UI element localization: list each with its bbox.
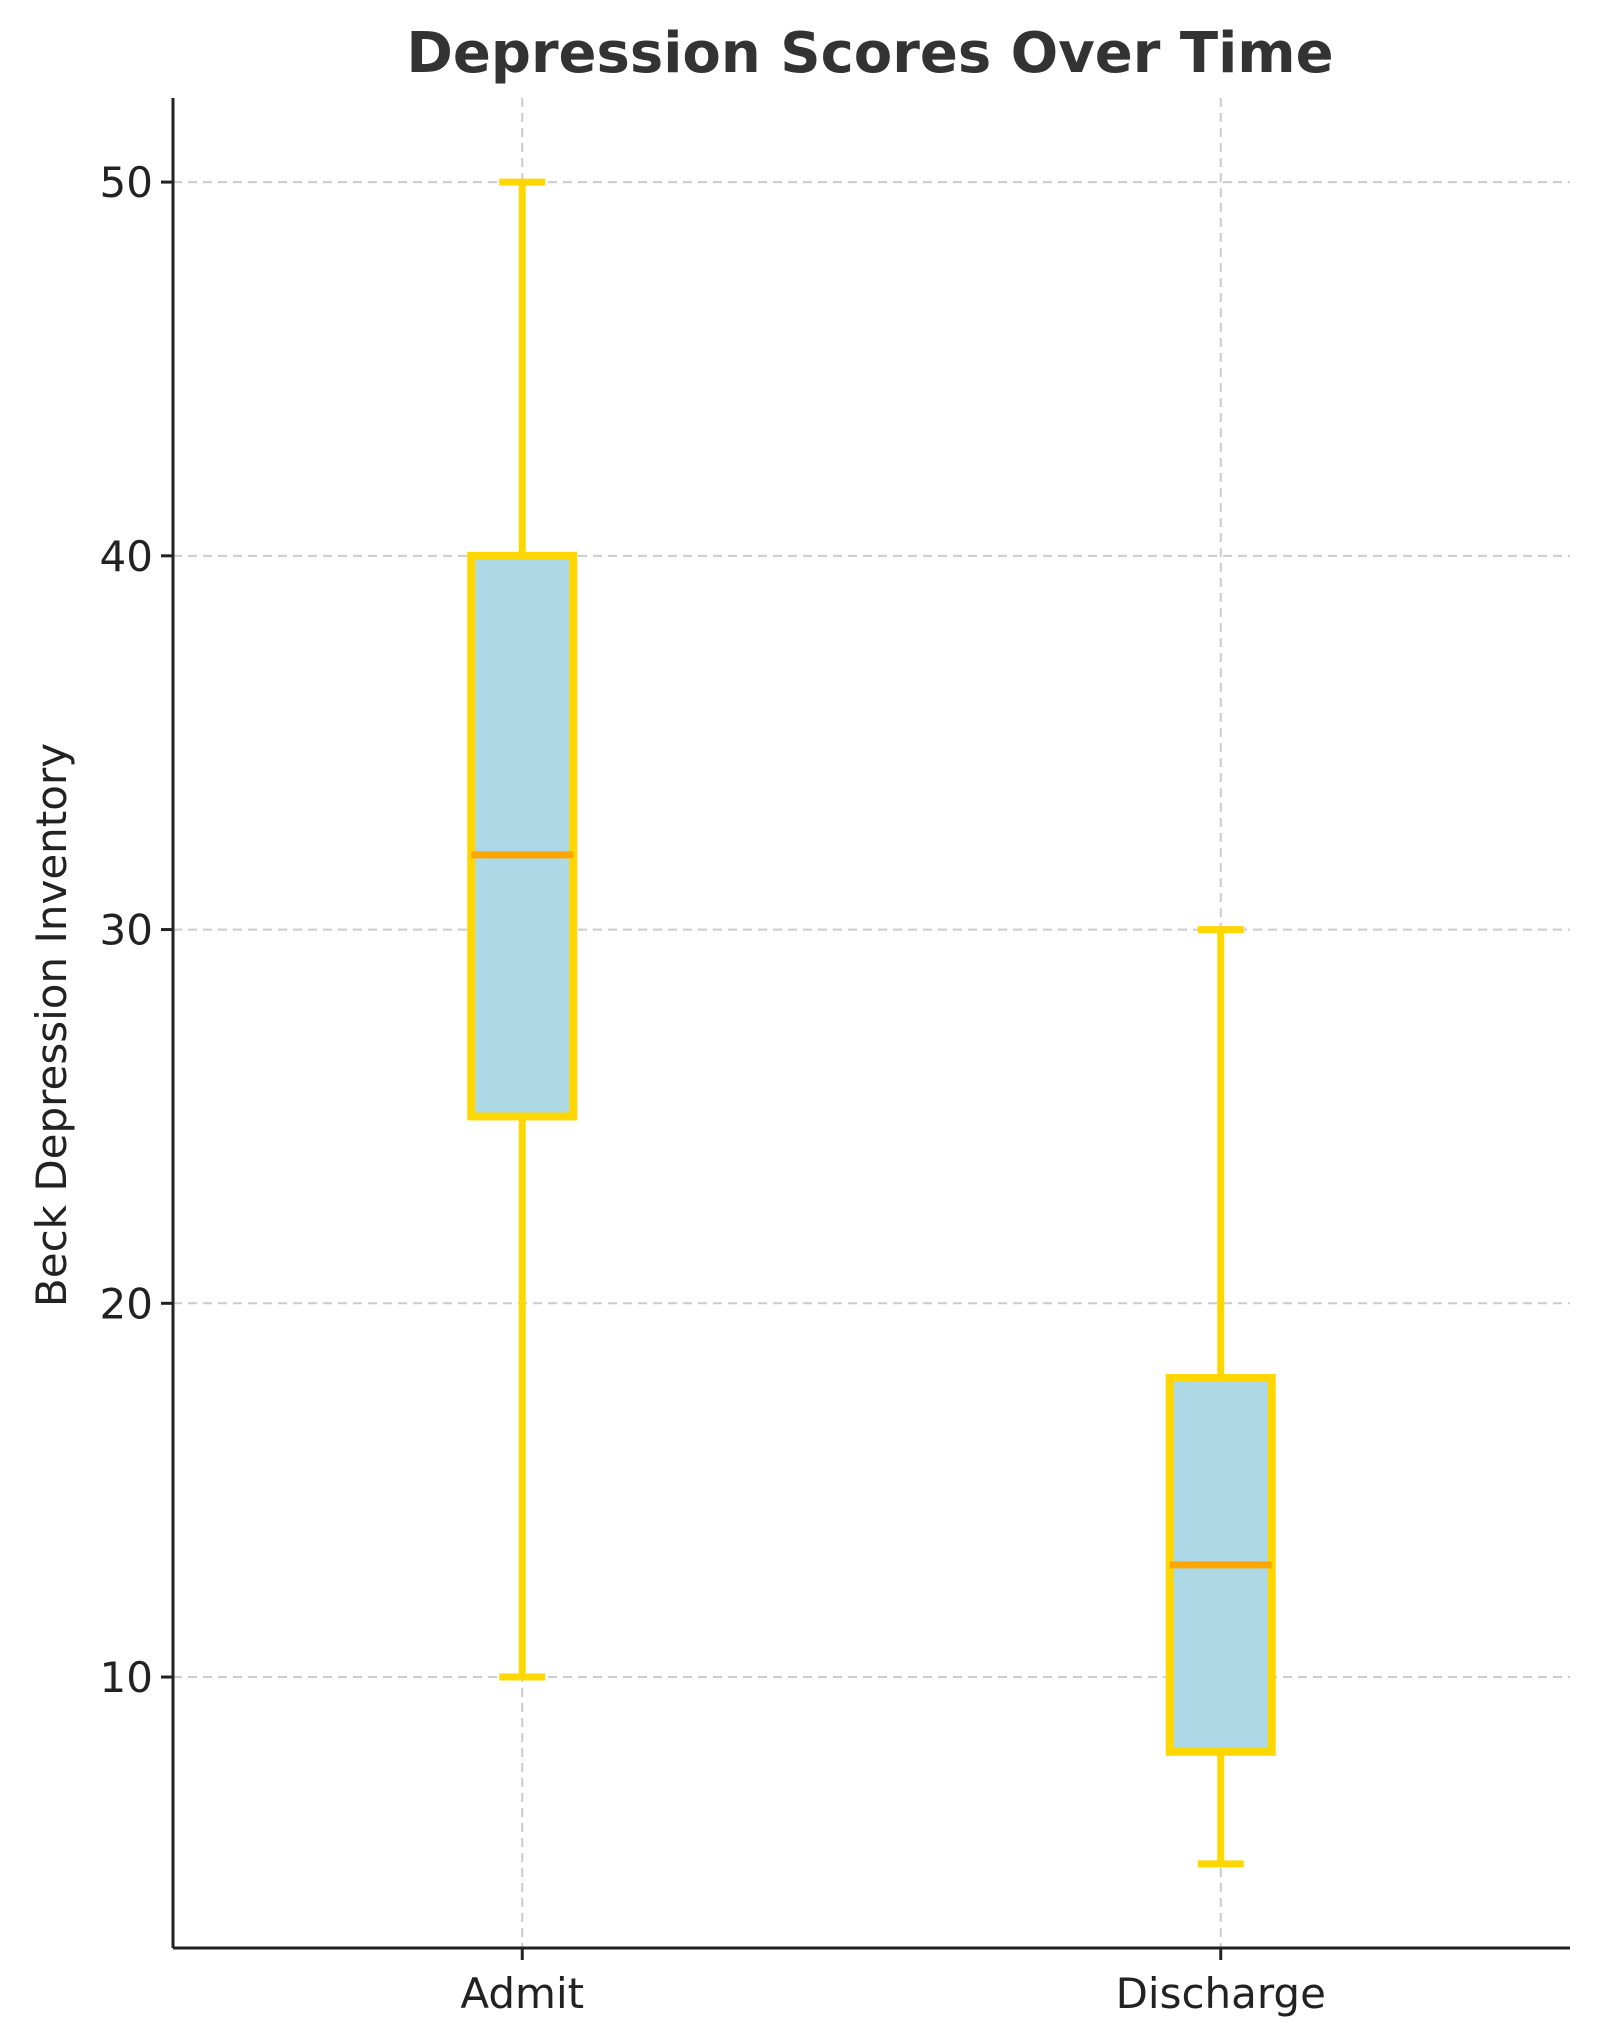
y-tick-label-10: 10 <box>100 1653 153 1702</box>
tick-labels: 10 20 30 40 50 Admit Discharge <box>100 158 1326 2018</box>
iqr-box-admit <box>467 551 578 1121</box>
grid <box>173 98 1570 1948</box>
y-tick-label-30: 30 <box>100 906 153 955</box>
y-axis-label: Beck Depression Inventory <box>27 743 76 1307</box>
x-tick-label-discharge: Discharge <box>1116 1969 1326 2018</box>
axes <box>171 98 1570 1950</box>
box-discharge <box>1165 926 1276 1868</box>
y-tick-label-20: 20 <box>100 1279 153 1328</box>
y-tick-label-40: 40 <box>100 532 153 581</box>
box-admit <box>467 178 578 1681</box>
x-tick-label-admit: Admit <box>460 1969 584 2018</box>
y-tick-label-50: 50 <box>100 158 153 207</box>
boxes <box>467 178 1276 1868</box>
chart-title: Depression Scores Over Time <box>406 21 1333 86</box>
